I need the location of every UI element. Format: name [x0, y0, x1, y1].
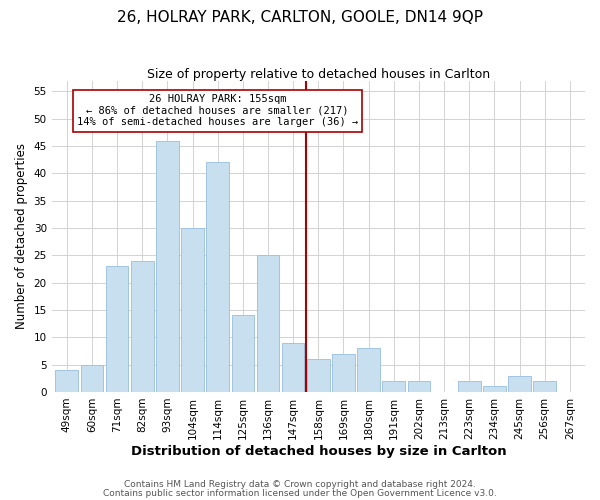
Bar — [307, 359, 329, 392]
X-axis label: Distribution of detached houses by size in Carlton: Distribution of detached houses by size … — [131, 444, 506, 458]
Bar — [358, 348, 380, 392]
Bar — [80, 364, 103, 392]
Bar — [206, 162, 229, 392]
Bar — [282, 343, 304, 392]
Bar — [407, 381, 430, 392]
Text: 26 HOLRAY PARK: 155sqm
← 86% of detached houses are smaller (217)
14% of semi-de: 26 HOLRAY PARK: 155sqm ← 86% of detached… — [77, 94, 358, 128]
Bar — [156, 140, 179, 392]
Bar — [533, 381, 556, 392]
Text: Contains HM Land Registry data © Crown copyright and database right 2024.: Contains HM Land Registry data © Crown c… — [124, 480, 476, 489]
Bar — [257, 256, 280, 392]
Bar — [332, 354, 355, 392]
Bar — [483, 386, 506, 392]
Bar — [181, 228, 204, 392]
Bar — [382, 381, 405, 392]
Title: Size of property relative to detached houses in Carlton: Size of property relative to detached ho… — [147, 68, 490, 80]
Bar — [106, 266, 128, 392]
Bar — [131, 261, 154, 392]
Bar — [232, 316, 254, 392]
Bar — [508, 376, 531, 392]
Text: Contains public sector information licensed under the Open Government Licence v3: Contains public sector information licen… — [103, 488, 497, 498]
Bar — [458, 381, 481, 392]
Text: 26, HOLRAY PARK, CARLTON, GOOLE, DN14 9QP: 26, HOLRAY PARK, CARLTON, GOOLE, DN14 9Q… — [117, 10, 483, 25]
Bar — [55, 370, 78, 392]
Y-axis label: Number of detached properties: Number of detached properties — [15, 143, 28, 329]
